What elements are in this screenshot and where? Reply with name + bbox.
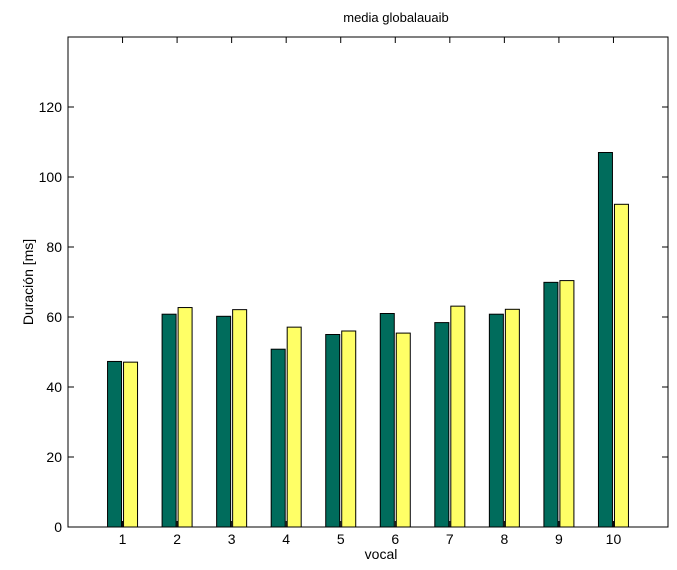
- bar: [161, 313, 177, 528]
- bar: [123, 361, 139, 528]
- plot-area: [67, 36, 669, 528]
- bars: [107, 152, 629, 528]
- bar: [395, 332, 411, 528]
- x-tick-label: 6: [391, 531, 399, 547]
- y-tick-label: 80: [46, 239, 62, 255]
- y-tick-label: 0: [54, 519, 62, 535]
- bar: [559, 280, 575, 528]
- x-tick-label: 2: [173, 531, 181, 547]
- x-axis-label: vocal: [365, 546, 398, 562]
- x-tick-label: 1: [119, 531, 127, 547]
- x-tick-label: 7: [446, 531, 454, 547]
- bar: [325, 334, 341, 528]
- y-tick-label: 120: [39, 99, 63, 115]
- bar: [504, 308, 520, 528]
- y-tick-label: 60: [46, 309, 62, 325]
- bar: [597, 152, 613, 528]
- bar: [543, 281, 559, 528]
- bar: [232, 309, 248, 528]
- x-axis: 1 2 3 4 5 6 7 8 9 10: [119, 37, 622, 547]
- bar: [450, 305, 466, 528]
- y-axis-label: Duración [ms]: [20, 239, 36, 325]
- bar: [107, 360, 123, 528]
- bar: [341, 330, 357, 528]
- x-tick-label: 9: [555, 531, 563, 547]
- bar: [488, 313, 504, 528]
- bar: [434, 322, 450, 528]
- x-tick-label: 10: [606, 531, 622, 547]
- y-tick-label: 20: [46, 449, 62, 465]
- bar: [613, 203, 629, 528]
- bar: [379, 313, 395, 528]
- y-axis: 0 20 40 60 80 100 120: [39, 36, 668, 535]
- x-tick-label: 4: [282, 531, 290, 547]
- y-tick-label: 100: [39, 169, 63, 185]
- chart-title: media globalauaib: [343, 10, 449, 25]
- x-tick-label: 5: [337, 531, 345, 547]
- bar: [216, 315, 232, 528]
- x-tick-label: 8: [500, 531, 508, 547]
- bar: [270, 348, 286, 528]
- y-tick-label: 40: [46, 379, 62, 395]
- bar: [177, 307, 193, 528]
- x-tick-label: 3: [228, 531, 236, 547]
- bar: [286, 326, 302, 528]
